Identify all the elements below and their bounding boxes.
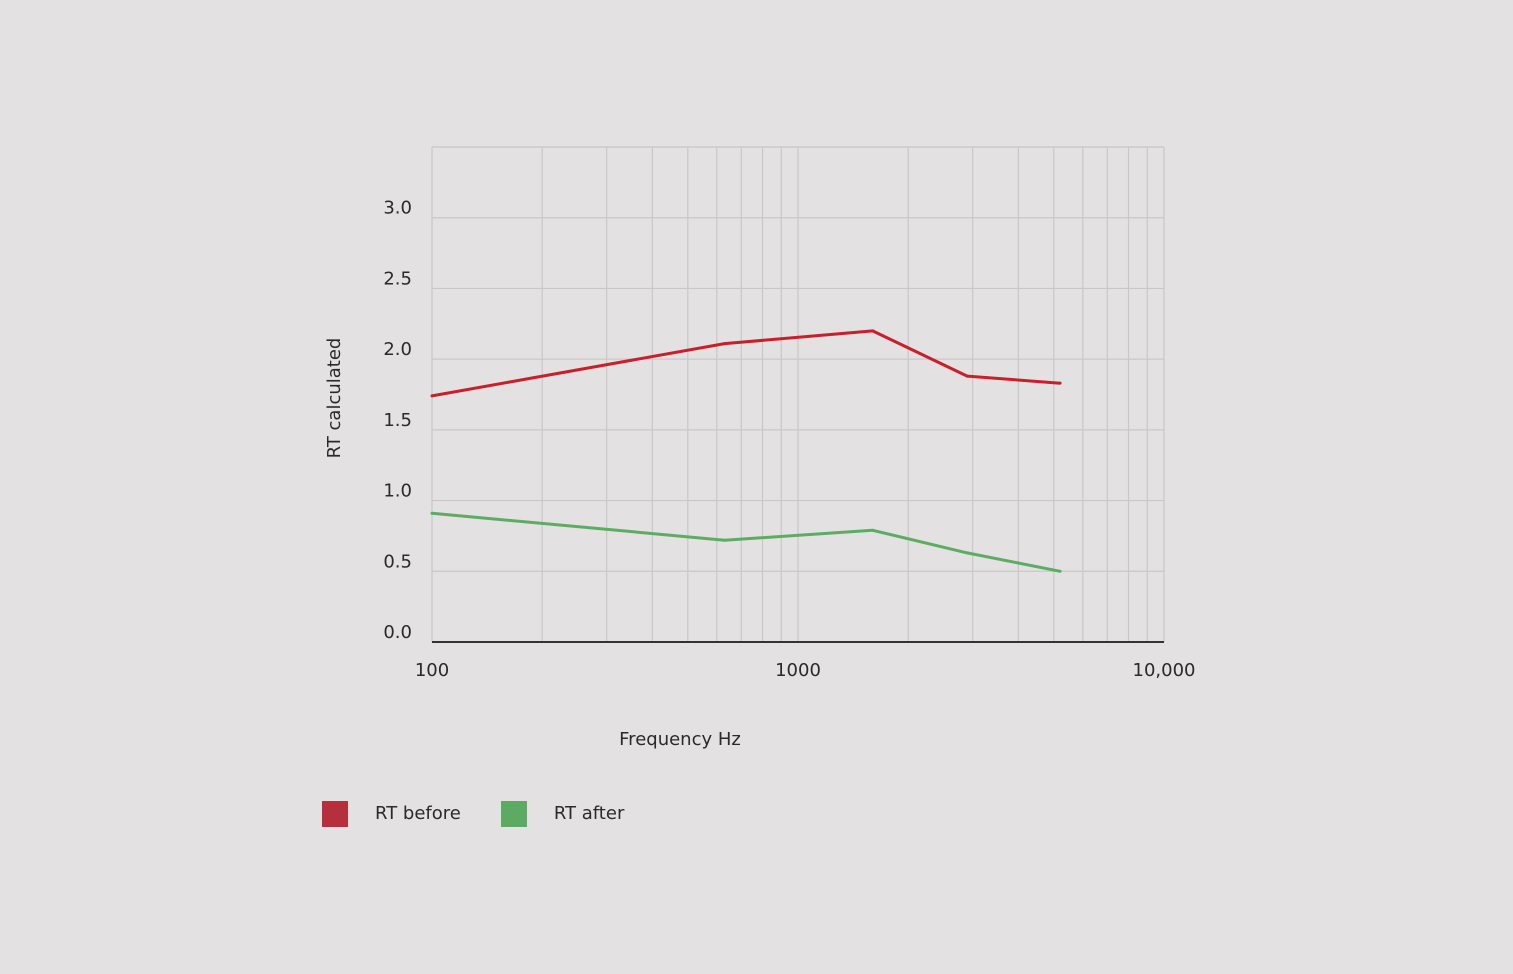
x-tick-label: 1000 bbox=[775, 660, 821, 681]
y-tick-label: 0.5 bbox=[383, 551, 412, 572]
legend-label-rt-before: RT before bbox=[375, 803, 461, 824]
data-point-rt-before bbox=[965, 374, 969, 378]
grid bbox=[431, 146, 1165, 642]
y-tick-label: 1.5 bbox=[383, 410, 412, 431]
y-tick-label: 1.0 bbox=[383, 481, 412, 502]
y-axis-label: RT calculated bbox=[324, 338, 345, 459]
data-point-rt-before bbox=[1058, 381, 1062, 385]
data-point-rt-after bbox=[1058, 569, 1062, 573]
y-tick-label: 0.0 bbox=[383, 622, 412, 643]
data-point-rt-after bbox=[430, 511, 434, 515]
tick-labels: 0.0 0.5 1.0 1.5 2.0 2.5 3.0 100 1000 10,000 bbox=[383, 198, 1195, 681]
data-point-rt-after bbox=[965, 551, 969, 555]
y-tick-label: 2.5 bbox=[383, 268, 412, 289]
legend: RT before RT after bbox=[322, 801, 664, 827]
data-point-rt-before bbox=[871, 329, 875, 333]
y-tick-label: 3.0 bbox=[383, 198, 412, 219]
series-line-rt-after bbox=[431, 511, 1061, 573]
y-tick-label: 2.0 bbox=[383, 339, 412, 360]
series-line-rt-before bbox=[431, 329, 1061, 398]
legend-item-rt-after: RT after bbox=[500, 801, 625, 827]
data-point-rt-before bbox=[723, 342, 727, 346]
data-point-rt-after bbox=[871, 528, 875, 532]
x-tick-label: 10,000 bbox=[1133, 660, 1196, 681]
x-tick-label: 100 bbox=[415, 660, 449, 681]
data-point-rt-before bbox=[430, 394, 434, 398]
x-axis-label: Frequency Hz bbox=[619, 729, 741, 750]
legend-item-rt-before: RT before bbox=[322, 801, 461, 827]
legend-label-rt-after: RT after bbox=[553, 803, 625, 824]
data-point-rt-after bbox=[723, 538, 727, 542]
legend-swatch-rt-before bbox=[322, 801, 348, 827]
series bbox=[430, 329, 1062, 573]
legend-swatch-rt-after bbox=[500, 801, 527, 827]
